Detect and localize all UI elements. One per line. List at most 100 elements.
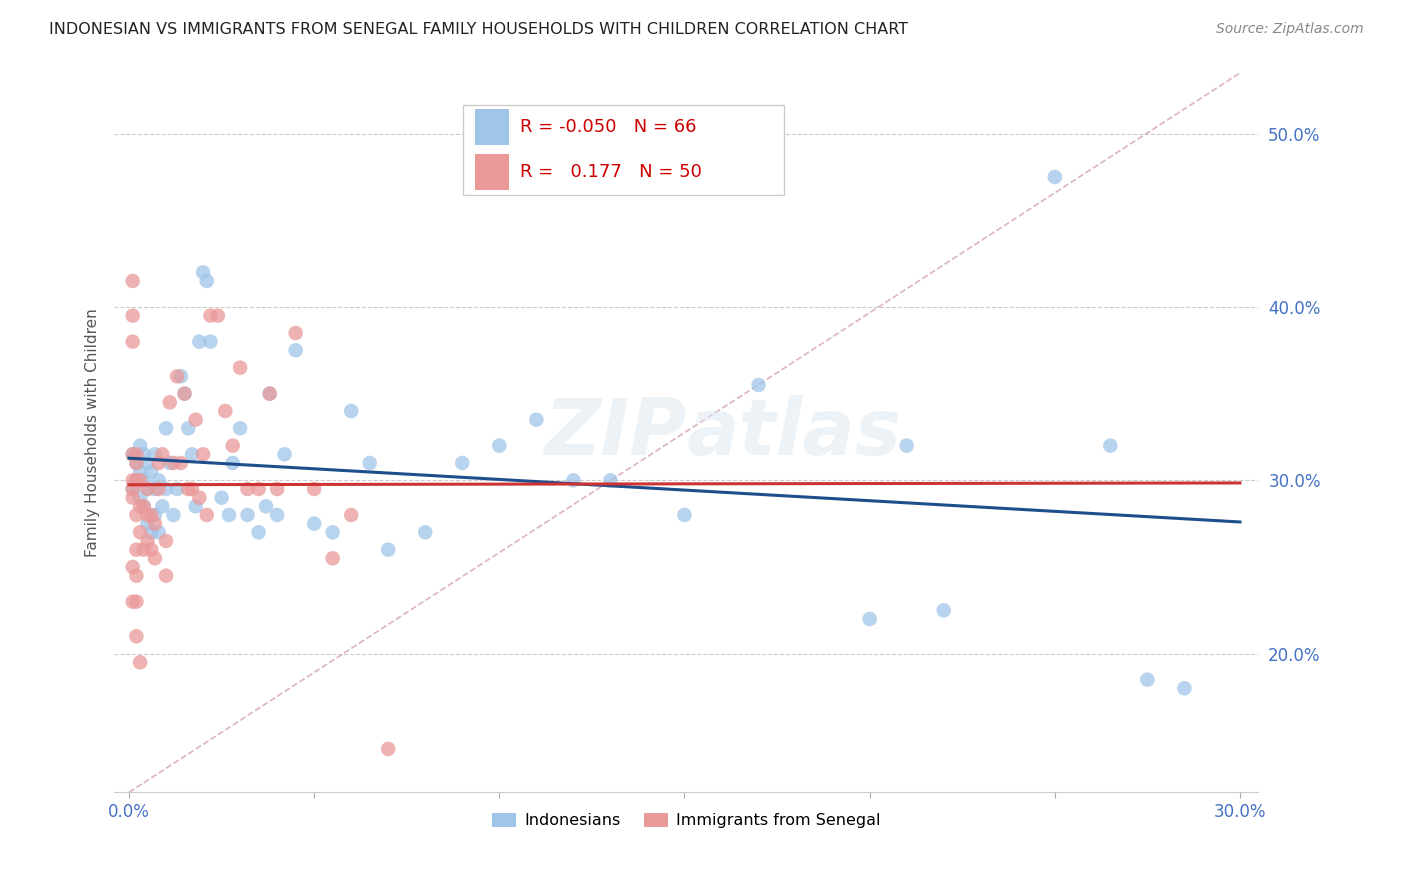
Point <box>259 386 281 401</box>
Point <box>125 629 148 643</box>
Point <box>266 508 288 522</box>
Point <box>451 456 474 470</box>
Point <box>155 421 177 435</box>
Point <box>125 456 148 470</box>
Point <box>129 500 152 514</box>
Text: atlas: atlas <box>686 394 901 471</box>
Point <box>121 334 143 349</box>
Point <box>284 326 307 340</box>
Point <box>188 491 211 505</box>
Point <box>136 516 159 531</box>
Point <box>170 456 193 470</box>
Point <box>207 309 229 323</box>
Point <box>247 525 270 540</box>
Point <box>302 482 325 496</box>
Point <box>377 742 399 756</box>
Point <box>132 473 155 487</box>
Point <box>173 386 195 401</box>
Point <box>155 533 177 548</box>
Point <box>191 265 214 279</box>
Point <box>896 439 918 453</box>
Point <box>150 500 173 514</box>
Point <box>322 525 344 540</box>
Text: R = -0.050   N = 66: R = -0.050 N = 66 <box>520 118 697 136</box>
Point <box>148 482 170 496</box>
Point <box>132 500 155 514</box>
Text: Source: ZipAtlas.com: Source: ZipAtlas.com <box>1216 22 1364 37</box>
Point <box>121 447 143 461</box>
Point <box>143 447 166 461</box>
Point <box>236 482 259 496</box>
Point <box>136 482 159 496</box>
Point <box>121 309 143 323</box>
Text: R =   0.177   N = 50: R = 0.177 N = 50 <box>520 162 702 180</box>
Point <box>218 508 240 522</box>
Point <box>125 508 148 522</box>
Point <box>121 482 143 496</box>
Point <box>184 412 207 426</box>
Point <box>136 482 159 496</box>
Point <box>162 508 184 522</box>
Point <box>259 386 281 401</box>
Point <box>162 456 184 470</box>
Point <box>125 447 148 461</box>
Point <box>129 525 152 540</box>
Point <box>221 439 243 453</box>
Point <box>173 386 195 401</box>
Y-axis label: Family Households with Children: Family Households with Children <box>86 309 100 557</box>
Point <box>166 482 188 496</box>
Point <box>129 655 152 669</box>
Point <box>148 456 170 470</box>
FancyBboxPatch shape <box>475 153 509 189</box>
Point <box>141 542 163 557</box>
Point <box>302 516 325 531</box>
Point <box>143 551 166 566</box>
Point <box>121 594 143 608</box>
Point <box>121 560 143 574</box>
Point <box>129 465 152 479</box>
Point <box>121 482 143 496</box>
Point <box>236 508 259 522</box>
Point <box>322 551 344 566</box>
Point <box>284 343 307 358</box>
Point <box>129 491 152 505</box>
Point <box>177 421 200 435</box>
Point <box>125 473 148 487</box>
Point <box>121 274 143 288</box>
Point <box>1099 439 1122 453</box>
Point <box>200 334 222 349</box>
Point <box>377 542 399 557</box>
Point <box>359 456 381 470</box>
Point <box>247 482 270 496</box>
Point <box>562 473 585 487</box>
Point <box>121 473 143 487</box>
Point <box>136 508 159 522</box>
Point <box>155 482 177 496</box>
Point <box>191 447 214 461</box>
Point <box>121 447 143 461</box>
Point <box>129 473 152 487</box>
Point <box>211 491 233 505</box>
Point <box>229 421 252 435</box>
Point <box>1043 169 1066 184</box>
Point <box>254 500 277 514</box>
Point <box>229 360 252 375</box>
Point <box>214 404 236 418</box>
Point <box>266 482 288 496</box>
Point <box>129 439 152 453</box>
Point <box>159 456 181 470</box>
Point <box>170 369 193 384</box>
Text: ZIP: ZIP <box>544 394 686 471</box>
Point <box>155 568 177 582</box>
Point <box>859 612 882 626</box>
Point <box>748 378 770 392</box>
Point <box>125 542 148 557</box>
Point <box>340 404 363 418</box>
Point <box>125 568 148 582</box>
Point <box>932 603 955 617</box>
Point <box>141 465 163 479</box>
Point <box>413 525 436 540</box>
Point <box>195 508 218 522</box>
Legend: Indonesians, Immigrants from Senegal: Indonesians, Immigrants from Senegal <box>485 806 887 835</box>
Point <box>599 473 621 487</box>
